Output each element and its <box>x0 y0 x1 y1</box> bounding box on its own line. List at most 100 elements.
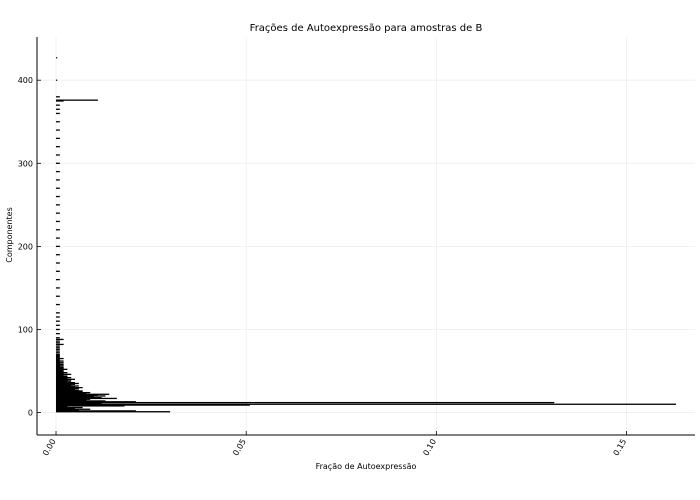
bar <box>56 406 68 408</box>
bar <box>56 348 60 351</box>
bar <box>56 220 60 223</box>
bar <box>56 358 60 361</box>
bar <box>56 350 60 352</box>
bar <box>56 401 555 404</box>
bar <box>56 96 60 98</box>
bar <box>56 154 60 156</box>
bar <box>56 359 60 361</box>
x-tick-label: 0.15 <box>612 438 629 458</box>
bar <box>56 372 68 374</box>
bar <box>56 195 60 198</box>
bar <box>56 303 60 306</box>
bar <box>56 386 76 388</box>
bar <box>56 404 250 406</box>
y-tick-label: 0 <box>28 409 33 418</box>
bar <box>56 324 60 326</box>
bar <box>56 121 60 123</box>
bar <box>56 386 83 389</box>
bar <box>56 396 102 399</box>
bar <box>56 376 68 378</box>
bar <box>56 395 106 397</box>
bar <box>56 352 60 354</box>
bar <box>56 357 64 360</box>
bar <box>56 146 60 148</box>
bar <box>56 366 64 368</box>
bar <box>56 99 98 101</box>
bar <box>56 332 60 335</box>
bar <box>56 392 87 395</box>
bar <box>56 370 64 372</box>
bar <box>56 347 60 349</box>
x-tick-label: 0.00 <box>41 438 58 458</box>
bar <box>56 338 64 341</box>
bar <box>56 380 68 382</box>
bar <box>56 393 110 395</box>
bar <box>56 409 79 411</box>
y-axis-label: Componentes <box>5 207 14 263</box>
bar <box>56 390 83 392</box>
bar <box>56 270 60 272</box>
bar <box>56 369 64 371</box>
bar <box>56 367 64 370</box>
bar <box>56 229 60 231</box>
bar <box>56 399 87 401</box>
bar <box>56 345 60 347</box>
bar <box>56 354 60 356</box>
bar <box>56 262 60 264</box>
bar <box>56 400 106 402</box>
bar <box>56 312 60 314</box>
y-tick-label: 100 <box>18 325 33 334</box>
ticks: 0 100 200 300 400 0.00 0.05 0.10 0.15 <box>18 76 629 457</box>
x-axis-label: Fração de Autoexpressão <box>316 462 417 471</box>
bar <box>56 384 72 386</box>
bar <box>56 108 60 110</box>
bar <box>56 104 60 106</box>
bars <box>56 57 676 413</box>
x-tick-label: 0.10 <box>421 438 438 458</box>
bar <box>56 129 60 131</box>
bar <box>56 364 64 366</box>
bar <box>56 340 60 342</box>
bar <box>56 343 64 346</box>
bar <box>56 374 64 376</box>
bar <box>56 357 60 359</box>
bar <box>56 342 60 344</box>
bar <box>56 337 60 339</box>
bar <box>56 411 171 413</box>
axes <box>36 37 695 436</box>
bar <box>56 408 91 410</box>
bar <box>56 365 60 367</box>
bar <box>56 79 58 81</box>
bar <box>56 371 64 373</box>
bar <box>56 397 117 400</box>
bar <box>56 406 83 409</box>
bar <box>56 362 64 364</box>
bar <box>56 356 60 358</box>
bar <box>56 355 60 357</box>
bar <box>56 407 76 410</box>
bar <box>56 373 72 375</box>
bar <box>56 398 91 400</box>
bar <box>56 368 68 371</box>
bar <box>56 377 72 379</box>
bar <box>56 378 76 380</box>
bar <box>56 391 91 394</box>
bar <box>56 394 98 396</box>
bar <box>56 237 60 239</box>
bar <box>56 287 60 289</box>
bar <box>56 137 60 140</box>
bar <box>56 295 60 297</box>
bar <box>56 361 60 363</box>
bar <box>56 388 76 390</box>
bar <box>56 382 79 385</box>
bar <box>56 379 72 381</box>
bar <box>56 254 60 256</box>
bar <box>56 316 60 318</box>
bar <box>56 212 60 214</box>
bar <box>56 179 60 181</box>
grid <box>37 37 695 435</box>
bar <box>56 245 60 248</box>
bar <box>56 410 136 412</box>
